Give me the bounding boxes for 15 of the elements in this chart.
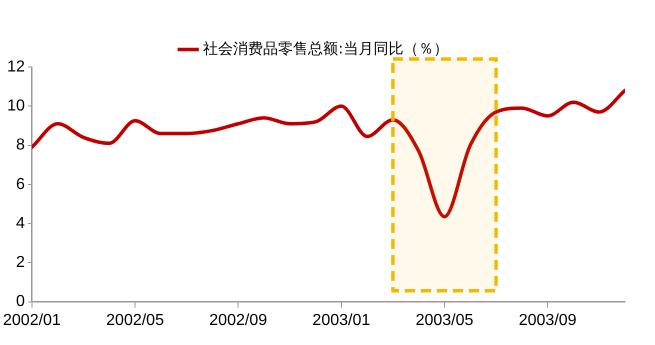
x-tick-label: 2002/01 [2, 312, 61, 329]
y-tick-label: 2 [16, 254, 26, 272]
y-tick-label: 6 [16, 176, 26, 193]
legend-label: 社会消费品零售总额:当月同比（％） [203, 39, 448, 58]
x-tick-label: 2002/09 [209, 312, 268, 329]
x-tick-label: 2003/09 [518, 312, 577, 329]
y-tick-label: 8 [16, 136, 26, 154]
line-series [32, 88, 625, 218]
y-tick-label: 4 [16, 214, 26, 232]
y-tick-label: 12 [7, 58, 26, 76]
x-tick-label: 2002/05 [106, 312, 164, 329]
x-tick-label: 2003/05 [416, 312, 474, 329]
y-tick-label: 0 [16, 293, 26, 310]
y-tick-label: 10 [7, 98, 26, 115]
x-tick-label: 2003/01 [312, 312, 370, 329]
